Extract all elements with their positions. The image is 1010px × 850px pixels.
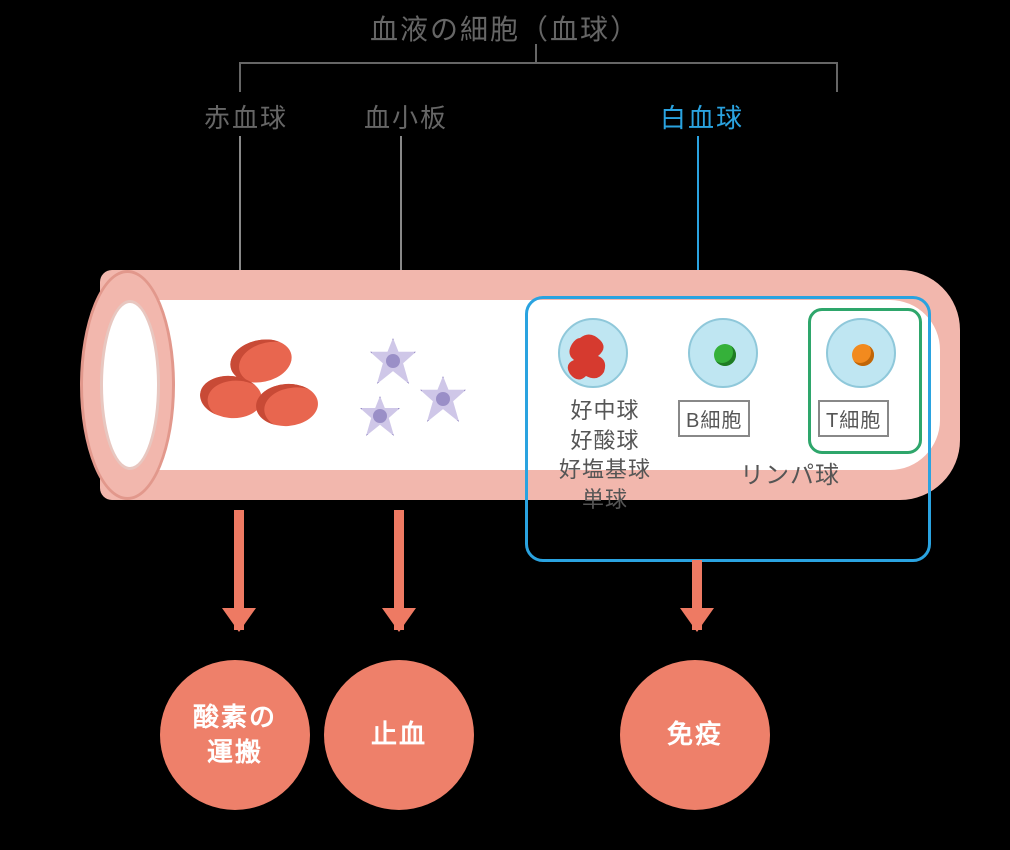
granulocyte-line-4: 単球	[540, 485, 670, 515]
diagram-title: 血液の細胞（血球）	[0, 8, 1010, 48]
label-rbc: 赤血球	[204, 98, 288, 135]
granulocyte-line-3: 好塩基球	[540, 455, 670, 485]
function-rbc-text: 酸素の運搬	[193, 700, 277, 770]
arrow-wbc-icon	[692, 560, 702, 630]
granulocyte-labels: 好中球 好酸球 好塩基球 単球	[540, 396, 670, 515]
granulocyte-line-1: 好中球	[540, 396, 670, 426]
neutrophil-icon	[558, 318, 628, 388]
function-wbc-text: 免疫	[667, 717, 723, 752]
granulocyte-line-2: 好酸球	[540, 426, 670, 456]
arrow-platelet-icon	[394, 510, 404, 630]
t-cell-core-icon	[852, 344, 874, 366]
bracket-icon	[239, 62, 838, 92]
t-cell-icon	[826, 318, 896, 388]
label-wbc: 白血球	[660, 98, 744, 135]
t-cell-tag: T細胞	[818, 400, 889, 437]
neutrophil-nucleus-icon	[560, 320, 630, 390]
function-platelet: 止血	[324, 660, 474, 810]
b-cell-core-icon	[714, 344, 736, 366]
label-platelet: 血小板	[364, 98, 448, 135]
arrow-rbc-icon	[234, 510, 244, 630]
lymphocyte-label: リンパ球	[700, 460, 880, 492]
b-cell-icon	[688, 318, 758, 388]
function-wbc: 免疫	[620, 660, 770, 810]
function-platelet-text: 止血	[371, 717, 427, 752]
bracket-stem-icon	[535, 44, 537, 62]
b-cell-tag: B細胞	[678, 400, 750, 437]
vessel-cap-inner-icon	[100, 300, 160, 470]
function-rbc: 酸素の運搬	[160, 660, 310, 810]
